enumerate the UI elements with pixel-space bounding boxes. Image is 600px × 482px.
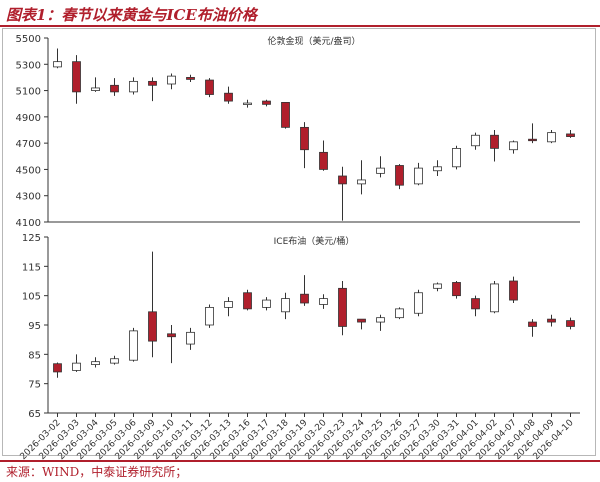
candle-up — [167, 75, 176, 85]
candle-up — [452, 147, 461, 168]
candle-down — [53, 363, 62, 373]
candle-up — [186, 331, 195, 345]
candle-down — [357, 318, 366, 323]
candle-down — [452, 282, 461, 297]
y-tick-label: 125 — [22, 233, 41, 244]
candle-down — [205, 79, 214, 95]
y-tick-label: 5100 — [16, 87, 41, 98]
candle-down — [528, 138, 537, 142]
candle-up — [395, 308, 404, 319]
candle-down — [319, 151, 328, 170]
y-tick-label: 75 — [28, 380, 41, 391]
candle-down — [110, 84, 119, 93]
candle-down — [300, 293, 309, 304]
candle-down — [72, 61, 81, 93]
candle-up — [129, 330, 138, 361]
candle-up — [262, 299, 271, 308]
candle-up — [490, 283, 499, 313]
candle-up — [91, 87, 100, 91]
candle-down — [148, 80, 157, 86]
y-tick-label: 5500 — [16, 34, 41, 45]
y-tick-label: 65 — [28, 409, 41, 420]
candle-down — [490, 134, 499, 149]
candle-down — [395, 165, 404, 186]
candle-up — [414, 167, 423, 185]
candle-down — [262, 100, 271, 105]
y-tick-label: 105 — [22, 292, 41, 303]
candle-down — [338, 175, 347, 185]
candle-down — [338, 287, 347, 327]
y-tick-label: 4700 — [16, 139, 41, 150]
source-note: 来源：WIND，中泰证券研究所； — [6, 465, 188, 479]
candle-up — [281, 298, 290, 313]
candle-up — [433, 166, 442, 172]
figure-title: 图表1：春节以来黄金与ICE布油价格 — [6, 6, 257, 24]
candle-down — [566, 133, 575, 137]
candle-down — [167, 333, 176, 338]
candle-down — [528, 321, 537, 327]
candle-down — [243, 292, 252, 310]
y-tick-label: 4900 — [16, 113, 41, 124]
candle-down — [224, 92, 233, 102]
bottom-rule — [0, 460, 600, 462]
candle-up — [414, 292, 423, 314]
candle-up — [376, 167, 385, 174]
candle-down — [186, 77, 195, 80]
y-tick-label: 4300 — [16, 192, 41, 203]
candle-up — [224, 301, 233, 308]
candle-up — [319, 298, 328, 305]
candle-up — [357, 179, 366, 185]
candle-up — [376, 317, 385, 323]
chart-frame — [2, 28, 596, 456]
candle-up — [243, 102, 252, 105]
candle-up — [91, 361, 100, 365]
candle-down — [509, 280, 518, 301]
y-tick-label: 4100 — [16, 218, 41, 229]
candle-up — [471, 134, 480, 147]
candle-up — [110, 358, 119, 364]
candle-up — [205, 306, 214, 326]
panel-title: ICE布油（美元/桶） — [274, 235, 355, 247]
candle-down — [471, 298, 480, 310]
candle-down — [566, 320, 575, 327]
panel-title: 伦敦金现（美元/盎司） — [267, 35, 360, 47]
candle-up — [433, 283, 442, 289]
y-tick-label: 4500 — [16, 165, 41, 176]
candle-up — [129, 80, 138, 93]
y-tick-label: 115 — [22, 262, 41, 273]
candle-down — [281, 102, 290, 128]
candle-down — [300, 126, 309, 151]
y-tick-label: 85 — [28, 350, 41, 361]
candle-up — [547, 132, 556, 143]
y-tick-label: 95 — [28, 321, 41, 332]
candle-up — [509, 141, 518, 151]
top-rule — [0, 25, 600, 27]
candle-up — [72, 362, 81, 371]
y-tick-label: 5300 — [16, 60, 41, 71]
candle-up — [53, 61, 62, 68]
candle-down — [148, 311, 157, 342]
candle-down — [547, 318, 556, 323]
